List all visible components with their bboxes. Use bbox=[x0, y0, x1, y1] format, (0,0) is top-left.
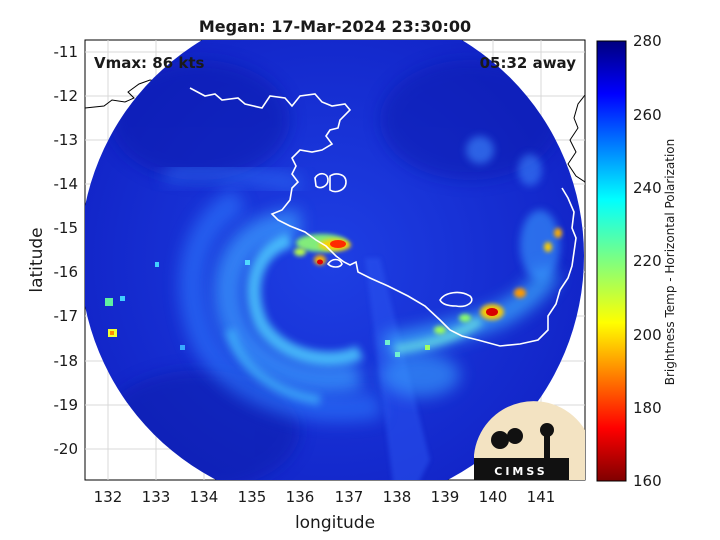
colorbar-tick-label: 220 bbox=[633, 252, 662, 270]
x-tick-label: 137 bbox=[335, 488, 364, 506]
y-tick-label: -12 bbox=[54, 87, 79, 105]
colorbar-tick-label: 160 bbox=[633, 472, 662, 490]
coastline bbox=[189, 87, 577, 347]
x-tick-label: 134 bbox=[190, 488, 219, 506]
time-away-annotation: 05:32 away bbox=[480, 54, 577, 72]
chart-title: Megan: 17-Mar-2024 23:30:00 bbox=[199, 17, 471, 36]
x-tick-label: 140 bbox=[479, 488, 508, 506]
x-tick-label: 139 bbox=[431, 488, 460, 506]
x-axis-label: longitude bbox=[295, 513, 375, 533]
x-tick-label: 141 bbox=[527, 488, 556, 506]
y-tick-label: -13 bbox=[54, 131, 79, 149]
brightness-temp-imagery bbox=[85, 40, 584, 480]
y-axis-label: latitude bbox=[27, 227, 47, 292]
colorbar-tick-label: 280 bbox=[633, 32, 662, 50]
y-tick-label: -11 bbox=[54, 43, 79, 61]
y-ticks: -11 -12 -13 -14 -15 -16 -17 -18 -19 -20 bbox=[54, 43, 79, 458]
colorbar-gradient bbox=[596, 40, 627, 482]
logo-text: CIMSS bbox=[494, 465, 547, 478]
vmax-annotation: Vmax: 86 kts bbox=[94, 54, 204, 72]
y-tick-label: -19 bbox=[54, 396, 79, 414]
x-tick-label: 132 bbox=[94, 488, 123, 506]
y-tick-label: -14 bbox=[54, 175, 79, 193]
colorbar-tick-label: 200 bbox=[633, 326, 662, 344]
colorbar-label: Brightness Temp - Horizontal Polarizatio… bbox=[663, 139, 677, 386]
colorbar-tick-label: 260 bbox=[633, 106, 662, 124]
x-ticks: 132 133 134 135 136 137 138 139 140 141 bbox=[94, 488, 556, 506]
x-tick-label: 133 bbox=[142, 488, 171, 506]
x-tick-label: 135 bbox=[238, 488, 267, 506]
cimss-logo: CIMSS bbox=[474, 401, 585, 480]
y-tick-label: -15 bbox=[54, 219, 79, 237]
y-tick-label: -20 bbox=[54, 440, 79, 458]
x-tick-label: 138 bbox=[383, 488, 412, 506]
y-tick-label: -16 bbox=[54, 263, 79, 281]
colorbar-tick-label: 180 bbox=[633, 399, 662, 417]
y-tick-label: -17 bbox=[54, 307, 79, 325]
colorbar-tick-label: 240 bbox=[633, 179, 662, 197]
y-tick-label: -18 bbox=[54, 352, 79, 370]
colorbar: 280 260 240 220 200 180 160 Brightness T… bbox=[596, 32, 677, 490]
x-tick-label: 136 bbox=[286, 488, 315, 506]
